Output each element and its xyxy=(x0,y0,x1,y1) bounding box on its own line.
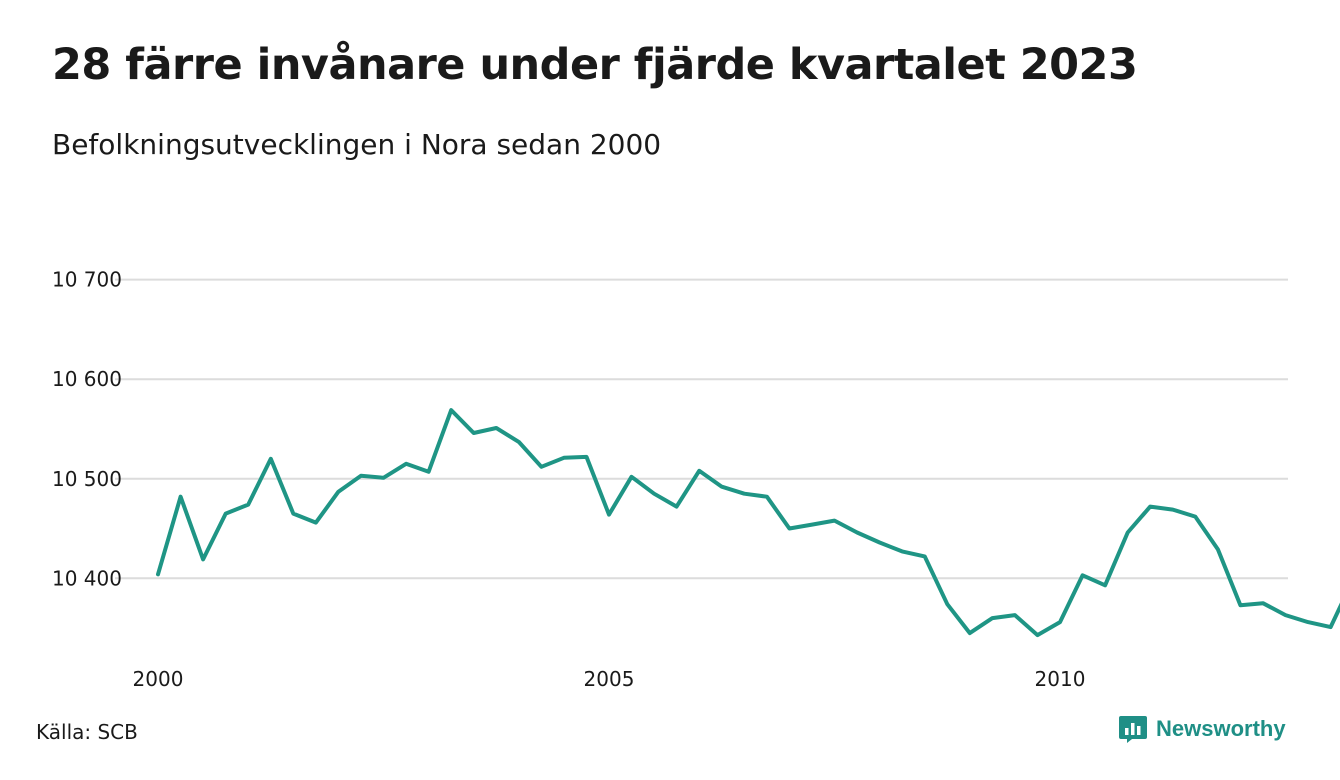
brand-name: Newsworthy xyxy=(1156,716,1286,741)
series-line xyxy=(156,408,1340,638)
x-axis-labels: 20002005201020152020 xyxy=(133,667,1086,691)
y-tick-label: 10 600 xyxy=(52,367,122,391)
chart-bubble-icon xyxy=(1119,716,1147,743)
y-axis-labels: 10 400 10 500 10 600 10 700 xyxy=(52,268,122,591)
chart-title: 28 färre invånare under fjärde kvartalet… xyxy=(52,40,1138,90)
chart-subtitle: Befolkningsutvecklingen i Nora sedan 200… xyxy=(52,128,662,161)
brand-logo[interactable]: Newsworthy xyxy=(1118,714,1286,744)
x-tick-label: 2000 xyxy=(133,667,184,691)
y-tick-label: 10 500 xyxy=(52,467,122,491)
y-tick-label: 10 400 xyxy=(52,566,122,590)
source-note: Källa: SCB xyxy=(36,720,138,744)
series-layer xyxy=(156,408,1340,638)
x-tick-label: 2005 xyxy=(584,667,635,691)
gridlines xyxy=(115,278,1288,580)
x-tick-label: 2010 xyxy=(1035,667,1086,691)
y-tick-label: 10 700 xyxy=(52,268,122,292)
